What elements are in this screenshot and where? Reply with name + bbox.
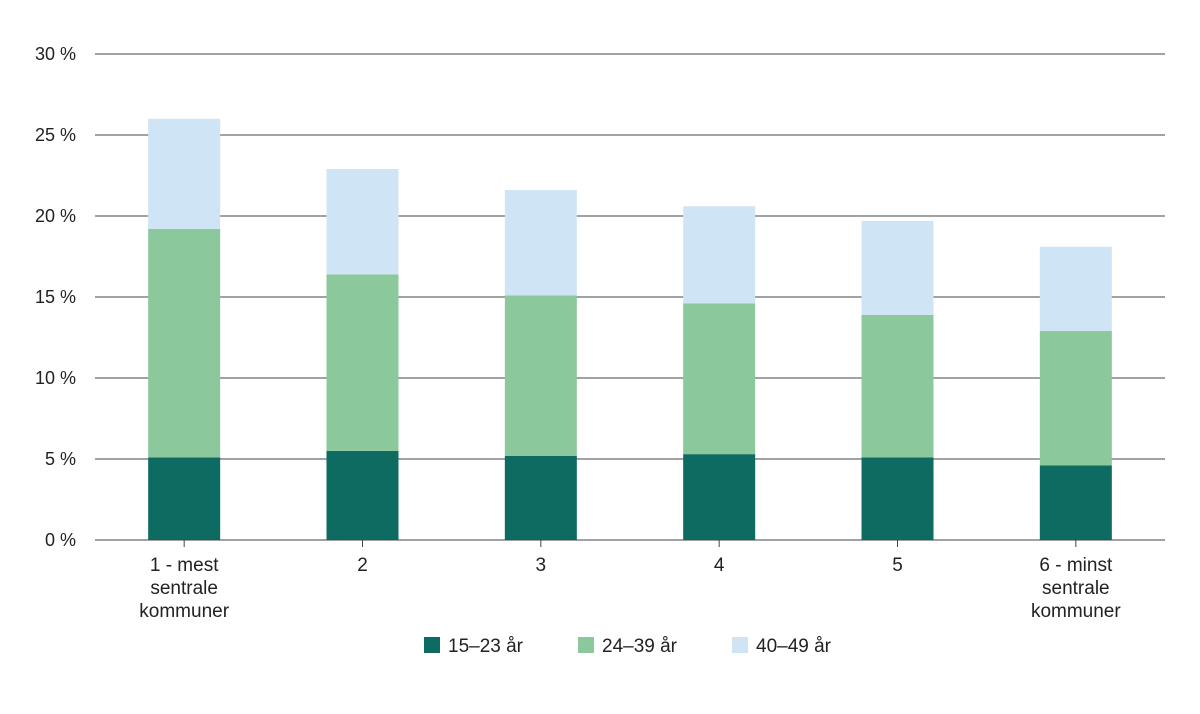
x-category-label-line: 1 - mest <box>150 555 219 576</box>
bar-segment-2-category-4 <box>683 303 756 455</box>
x-category-label: 6 - minst sentrale kommuner <box>1031 555 1121 622</box>
x-category-label-line: sentrale <box>150 578 218 599</box>
x-category-label-line: 5 <box>892 555 903 576</box>
bar-segment-2-category-1 <box>148 228 221 458</box>
bar-segment-1-category-3 <box>504 455 577 540</box>
x-category-label: 2 <box>357 555 368 576</box>
x-category-label-line: kommuner <box>1031 601 1121 622</box>
x-category-label-line: 3 <box>536 555 547 576</box>
bar-segment-3-category-1 <box>148 118 221 229</box>
legend-swatch-1 <box>424 637 440 653</box>
legend-swatch-2 <box>578 637 594 653</box>
y-tick-label: 15 % <box>35 287 76 307</box>
x-category-label: 3 <box>536 555 547 576</box>
x-category-label-line: 2 <box>357 555 368 576</box>
legend-label-3: 40–49 år <box>756 636 832 657</box>
x-category-label-line: 4 <box>714 555 725 576</box>
bar-segment-2-category-6 <box>1039 331 1112 466</box>
legend-swatch-3 <box>732 637 748 653</box>
bar-segment-3-category-3 <box>504 190 577 296</box>
y-tick-label: 0 % <box>45 530 76 550</box>
y-tick-label: 10 % <box>35 368 76 388</box>
bar-segment-2-category-2 <box>326 274 399 451</box>
bar-segment-1-category-2 <box>326 450 399 540</box>
bar-segment-3-category-5 <box>861 220 934 315</box>
x-category-label: 1 - mest sentrale kommuner <box>139 555 229 622</box>
x-category-label-line: kommuner <box>139 601 229 622</box>
bar-segment-1-category-6 <box>1039 465 1112 540</box>
bar-segment-1-category-1 <box>148 457 221 540</box>
bar-segment-2-category-3 <box>504 295 577 456</box>
legend: 15–23 år 24–39 år 40–49 år <box>424 636 832 657</box>
y-tick-label: 5 % <box>45 449 76 469</box>
legend-label-2: 24–39 år <box>602 636 678 657</box>
y-tick-label: 20 % <box>35 206 76 226</box>
bars <box>148 118 1112 540</box>
x-category-label-line: sentrale <box>1042 578 1110 599</box>
x-category-label: 4 <box>714 555 725 576</box>
bar-segment-1-category-5 <box>861 457 934 540</box>
grid-lines <box>95 53 1165 460</box>
bar-segment-3-category-4 <box>683 206 756 304</box>
bar-segment-3-category-6 <box>1039 246 1112 332</box>
x-category-label: 5 <box>892 555 903 576</box>
y-axis-tick-labels: 0 % 5 % 10 % 15 % 20 % 25 % 30 % <box>35 44 76 550</box>
legend-label-1: 15–23 år <box>448 636 524 657</box>
bar-segment-2-category-5 <box>861 314 934 458</box>
y-tick-label: 25 % <box>35 125 76 145</box>
bar-segment-3-category-2 <box>326 169 399 275</box>
bar-segment-1-category-4 <box>683 454 756 540</box>
y-tick-label: 30 % <box>35 44 76 64</box>
x-axis <box>95 539 1165 547</box>
x-category-label-line: 6 - minst <box>1039 555 1113 576</box>
